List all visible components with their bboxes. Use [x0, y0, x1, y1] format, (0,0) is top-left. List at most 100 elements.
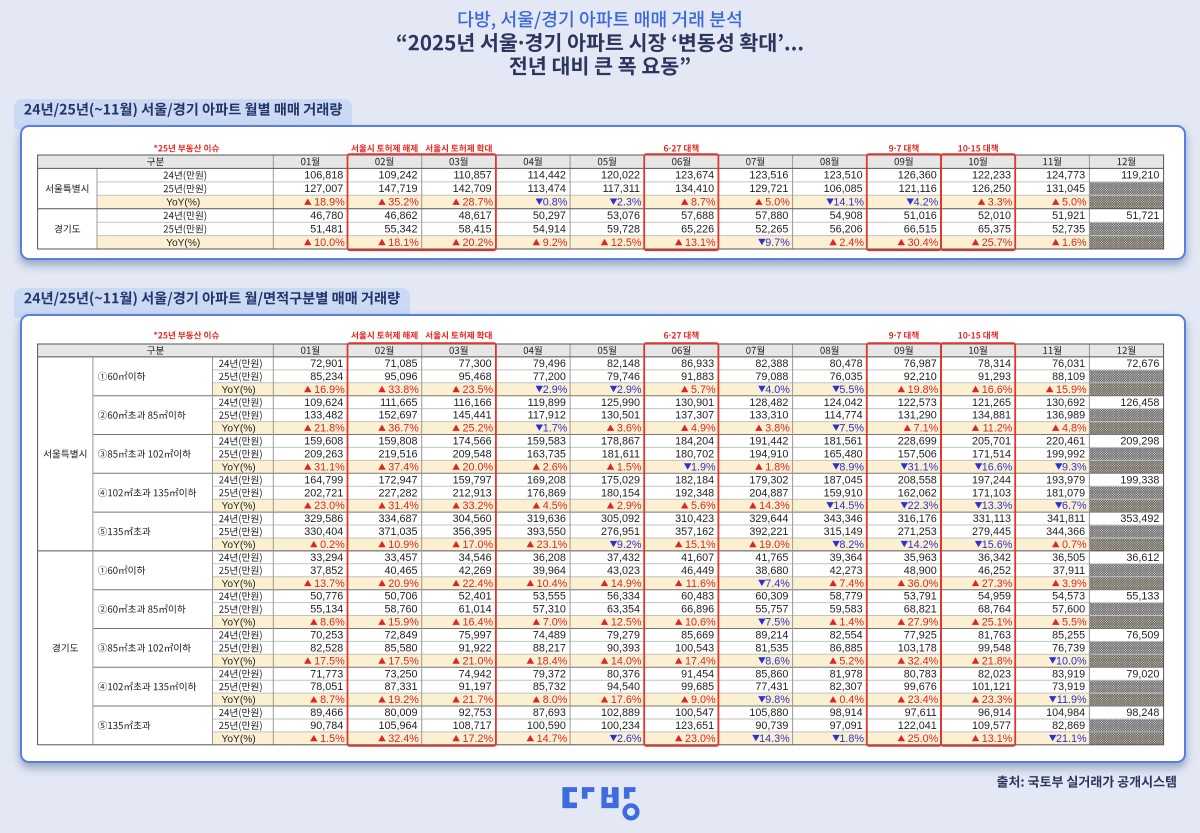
svg-text:5.5%: 5.5%	[839, 384, 864, 396]
svg-text:100,547: 100,547	[675, 707, 714, 719]
svg-text:157,506: 157,506	[898, 449, 937, 461]
svg-text:96,914: 96,914	[978, 707, 1011, 719]
svg-text:99,548: 99,548	[978, 643, 1011, 655]
svg-text:1.4%: 1.4%	[839, 617, 864, 629]
svg-text:87,693: 87,693	[533, 707, 566, 719]
svg-text:56,334: 56,334	[607, 591, 640, 603]
svg-text:53,076: 53,076	[607, 210, 640, 222]
svg-text:105,964: 105,964	[378, 720, 417, 732]
svg-text:192,348: 192,348	[675, 487, 714, 499]
svg-text:50,297: 50,297	[533, 210, 566, 222]
svg-text:74,489: 74,489	[533, 630, 566, 642]
svg-text:130,901: 130,901	[675, 397, 714, 409]
svg-text:21.7%: 21.7%	[462, 694, 493, 706]
svg-text:54,908: 54,908	[830, 210, 863, 222]
svg-text:159,583: 159,583	[527, 436, 566, 448]
svg-text:130,501: 130,501	[601, 410, 640, 422]
svg-text:36.0%: 36.0%	[908, 578, 939, 590]
svg-text:48,617: 48,617	[459, 210, 492, 222]
svg-text:79,496: 79,496	[533, 358, 566, 370]
svg-text:127,007: 127,007	[304, 183, 343, 195]
svg-text:129,721: 129,721	[749, 183, 788, 195]
svg-text:36.7%: 36.7%	[388, 423, 419, 435]
svg-text:32.4%: 32.4%	[388, 733, 419, 745]
svg-text:91,454: 91,454	[681, 668, 714, 680]
svg-text:27.9%: 27.9%	[908, 617, 939, 629]
svg-text:91,922: 91,922	[459, 643, 492, 655]
svg-text:121,116: 121,116	[899, 183, 937, 195]
svg-text:90,739: 90,739	[755, 720, 788, 732]
svg-text:35.2%: 35.2%	[388, 197, 419, 209]
svg-text:95,468: 95,468	[459, 371, 492, 383]
svg-text:5.7%: 5.7%	[691, 384, 716, 396]
svg-text:152,697: 152,697	[378, 410, 417, 422]
svg-text:17.5%: 17.5%	[388, 655, 419, 667]
svg-text:100,590: 100,590	[527, 720, 566, 732]
svg-text:171,514: 171,514	[972, 449, 1011, 461]
svg-text:74,942: 74,942	[459, 668, 492, 680]
svg-text:76,987: 76,987	[904, 358, 937, 370]
svg-text:393,550: 393,550	[527, 526, 566, 538]
svg-text:199,338: 199,338	[1120, 474, 1159, 486]
svg-text:79,746: 79,746	[607, 371, 640, 383]
svg-text:2.9%: 2.9%	[617, 500, 642, 512]
svg-text:220,461: 220,461	[1046, 436, 1085, 448]
svg-text:8.7%: 8.7%	[320, 694, 345, 706]
svg-text:180,154: 180,154	[601, 487, 640, 499]
svg-text:23.0%: 23.0%	[685, 733, 716, 745]
svg-text:116,166: 116,166	[453, 397, 491, 409]
svg-text:55,342: 55,342	[384, 224, 417, 236]
svg-text:YoY(%): YoY(%)	[222, 501, 256, 512]
svg-text:65,226: 65,226	[681, 224, 714, 236]
svg-text:72,676: 72,676	[1126, 358, 1159, 370]
svg-text:164,799: 164,799	[304, 474, 343, 486]
svg-text:181,611: 181,611	[602, 449, 640, 461]
svg-text:109,577: 109,577	[972, 720, 1011, 732]
svg-text:79,020: 79,020	[1126, 668, 1159, 680]
svg-text:37.4%: 37.4%	[388, 461, 419, 473]
svg-text:147,719: 147,719	[378, 183, 417, 195]
svg-text:159,608: 159,608	[304, 436, 343, 448]
svg-text:36,612: 36,612	[1126, 552, 1159, 564]
svg-text:YoY(%): YoY(%)	[222, 385, 256, 396]
svg-text:68,764: 68,764	[978, 604, 1011, 616]
svg-text:33,294: 33,294	[310, 552, 343, 564]
svg-text:97,611: 97,611	[905, 707, 937, 719]
svg-text:136,989: 136,989	[1046, 410, 1085, 422]
svg-text:57,688: 57,688	[681, 210, 714, 222]
svg-text:92,210: 92,210	[904, 371, 937, 383]
svg-text:77,431: 77,431	[755, 681, 788, 693]
svg-text:19.0%: 19.0%	[759, 539, 790, 551]
svg-text:13.7%: 13.7%	[314, 578, 345, 590]
svg-text:76,739: 76,739	[1052, 643, 1085, 655]
svg-text:9.7%: 9.7%	[765, 237, 790, 249]
svg-text:82,023: 82,023	[978, 668, 1011, 680]
svg-text:40,465: 40,465	[384, 565, 417, 577]
svg-text:95,096: 95,096	[384, 371, 417, 383]
svg-text:55,133: 55,133	[1126, 591, 1159, 603]
svg-text:5.0%: 5.0%	[1062, 197, 1087, 209]
svg-text:102,889: 102,889	[601, 707, 640, 719]
svg-text:11.6%: 11.6%	[686, 578, 716, 590]
svg-text:82,554: 82,554	[830, 630, 863, 642]
svg-text:25.2%: 25.2%	[462, 423, 493, 435]
svg-text:1.6%: 1.6%	[1062, 237, 1087, 249]
svg-text:YoY(%): YoY(%)	[222, 618, 256, 629]
svg-text:80,478: 80,478	[830, 358, 863, 370]
svg-text:106,085: 106,085	[824, 183, 863, 195]
svg-text:271,253: 271,253	[898, 526, 937, 538]
svg-text:14.9%: 14.9%	[611, 578, 642, 590]
svg-text:YoY(%): YoY(%)	[166, 198, 200, 209]
svg-text:YoY(%): YoY(%)	[222, 424, 256, 435]
svg-text:20.0%: 20.0%	[462, 461, 493, 473]
svg-text:78,051: 78,051	[310, 681, 343, 693]
svg-text:194,910: 194,910	[749, 449, 788, 461]
svg-text:21.0%: 21.0%	[462, 655, 493, 667]
svg-text:169,208: 169,208	[527, 474, 566, 486]
svg-text:2.6%: 2.6%	[543, 461, 568, 473]
svg-text:54,914: 54,914	[533, 224, 566, 236]
svg-text:97,091: 97,091	[830, 720, 863, 732]
svg-text:133,310: 133,310	[749, 410, 788, 422]
svg-text:123,510: 123,510	[824, 170, 863, 182]
svg-text:2.9%: 2.9%	[617, 384, 642, 396]
